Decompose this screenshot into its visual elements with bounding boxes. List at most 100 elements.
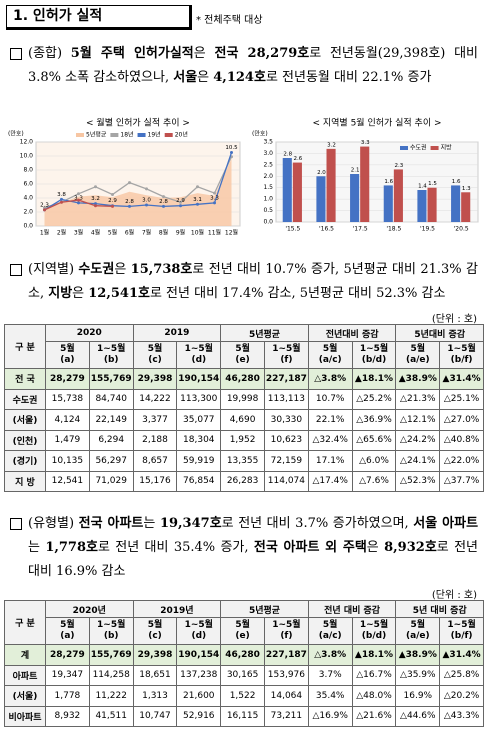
legend-label: 19년 [148,131,161,139]
header-text: (b/d) [361,355,387,365]
x-tick-label: 8월 [159,229,168,237]
header-text: 5월 [147,344,163,354]
data-label: 2.1 [351,168,360,174]
cell: 2,188 [132,429,178,451]
cell: 73,211 [263,705,309,727]
cell: △16.7% [351,664,397,686]
cell: 13,355 [220,450,265,472]
header-cell: 2019년 [132,600,222,618]
cell: △25.2% [351,388,397,410]
y-tick-label: 4.0 [23,195,33,202]
paragraph: (지역별) 수도권은 15,738호로 전년 대비 10.7% 증가, 5년평균… [8,258,478,306]
header-text: (a/c) [318,355,342,365]
marker [145,187,148,191]
cell: △27.0% [439,409,485,431]
data-label: 2.3 [395,163,404,169]
data-label: 2.9 [108,198,117,204]
y-tick-label: 1.0 [263,196,273,203]
text-run: 1,778호 [45,540,98,555]
header-text: (d) [191,355,207,365]
cell: 30,330 [263,409,309,431]
data-label: 3.2 [91,196,100,202]
cell: 17.1% [307,450,353,472]
cell: 28,279 [45,368,90,390]
cell: 19,347 [45,664,90,686]
line [44,156,233,209]
cell: 16.9% [395,685,441,707]
cell: 84,740 [88,388,134,410]
row-label: (서울) [4,685,46,707]
cell: △20.2% [439,685,484,707]
row-label: 비아파트 [4,705,46,727]
header-text: (b) [103,631,119,641]
header-text: (a/c) [318,631,342,641]
text-run: (지역별) [28,262,79,277]
text-run: 은 [197,70,214,85]
x-tick-label: 3월 [74,229,83,237]
data-label: 2.0 [317,170,326,176]
x-tick-label: '17.5 [353,226,368,233]
data-label: 2.8 [283,152,292,158]
text-run: 19,347호 [159,516,222,531]
x-tick-label: 5월 [108,229,117,237]
table-wrap: 구 분 2020년 2019년 5년평균 전년 대비 증감 5년 대비 증감 5월 (a) 1~… [4,600,484,727]
table-row: 전 국 28,279 155,769 29,398 190,154 46,280 227,1… [4,368,485,390]
cell: 10,623 [263,429,309,451]
cell: 1,313 [132,685,178,707]
header-text: 1~5월 [447,620,476,630]
y-tick-label: 3.0 [263,150,273,157]
text-run: 로 전년 대비 35.4% 증가, [97,540,254,555]
cell: 1,479 [45,429,90,451]
cell: △6.0% [351,450,397,472]
cell: △24.2% [395,429,441,451]
legend-label: 수도권 [410,144,427,152]
data-label: 1.5 [428,181,437,187]
header-cell: 구 분 [4,324,46,369]
cell: ▲31.4% [439,368,485,390]
text-run: 전국 28,279호 [214,46,310,61]
bar [360,146,370,222]
cell: 14,064 [263,685,309,707]
text-run: 5월 주택 인허가실적 [70,46,194,61]
header-cell: 전년 대비 증감 [307,600,397,618]
header-cell: 구 분 [4,600,46,645]
marker [179,200,182,204]
text-run: 서울 아파트 [413,516,479,531]
cell: 10,135 [45,450,90,472]
data-label: 3.3 [74,195,83,201]
header-text: 5월 [410,344,426,354]
header-text: (f) [280,631,293,641]
marker [196,185,199,189]
legend-swatch [430,146,439,150]
header-cell: 5년평균 [220,324,309,342]
y-tick-label: 10.0 [20,153,34,160]
header-cell: 5월 (a) [45,341,90,369]
header-cell: 1~5월 (b) [88,341,134,369]
header-cell: 1~5월 (b/d) [351,617,397,645]
checkbox-glyph [10,518,22,530]
header-text: 5월 [322,620,338,630]
cell: ▲38.9% [395,644,441,666]
cell: △36.9% [351,409,397,431]
cell: △3.8% [307,368,353,390]
text-run: 지방 [48,286,73,301]
bar [350,174,360,222]
header-text: 1~5월 [184,620,213,630]
text-run: 수도권 [78,262,115,277]
header-cell: 5월 (c) [132,617,178,645]
x-tick-label: '18.5 [386,226,401,233]
y-tick-label: 1.5 [263,184,273,191]
text-run: 는 [28,540,46,555]
cell: 22.1% [307,409,353,431]
area [44,158,232,226]
header-cell: 5년 대비 증감 [395,600,484,618]
cell: 71,029 [88,470,134,492]
cell: 155,769 [88,368,134,390]
y-tick-label: 2.0 [23,209,33,216]
header-cell: 1~5월 (d) [176,617,222,645]
y-tick-label: 2.5 [263,161,273,168]
x-tick-label: 7월 [142,229,151,237]
header-row: 5월 (a) 1~5월 (b) 5월 (c) 1~5월 (d) 5월 (e) 1~5월 (f) 5월 (a… [5,341,485,369]
cell: 11,222 [88,685,134,707]
